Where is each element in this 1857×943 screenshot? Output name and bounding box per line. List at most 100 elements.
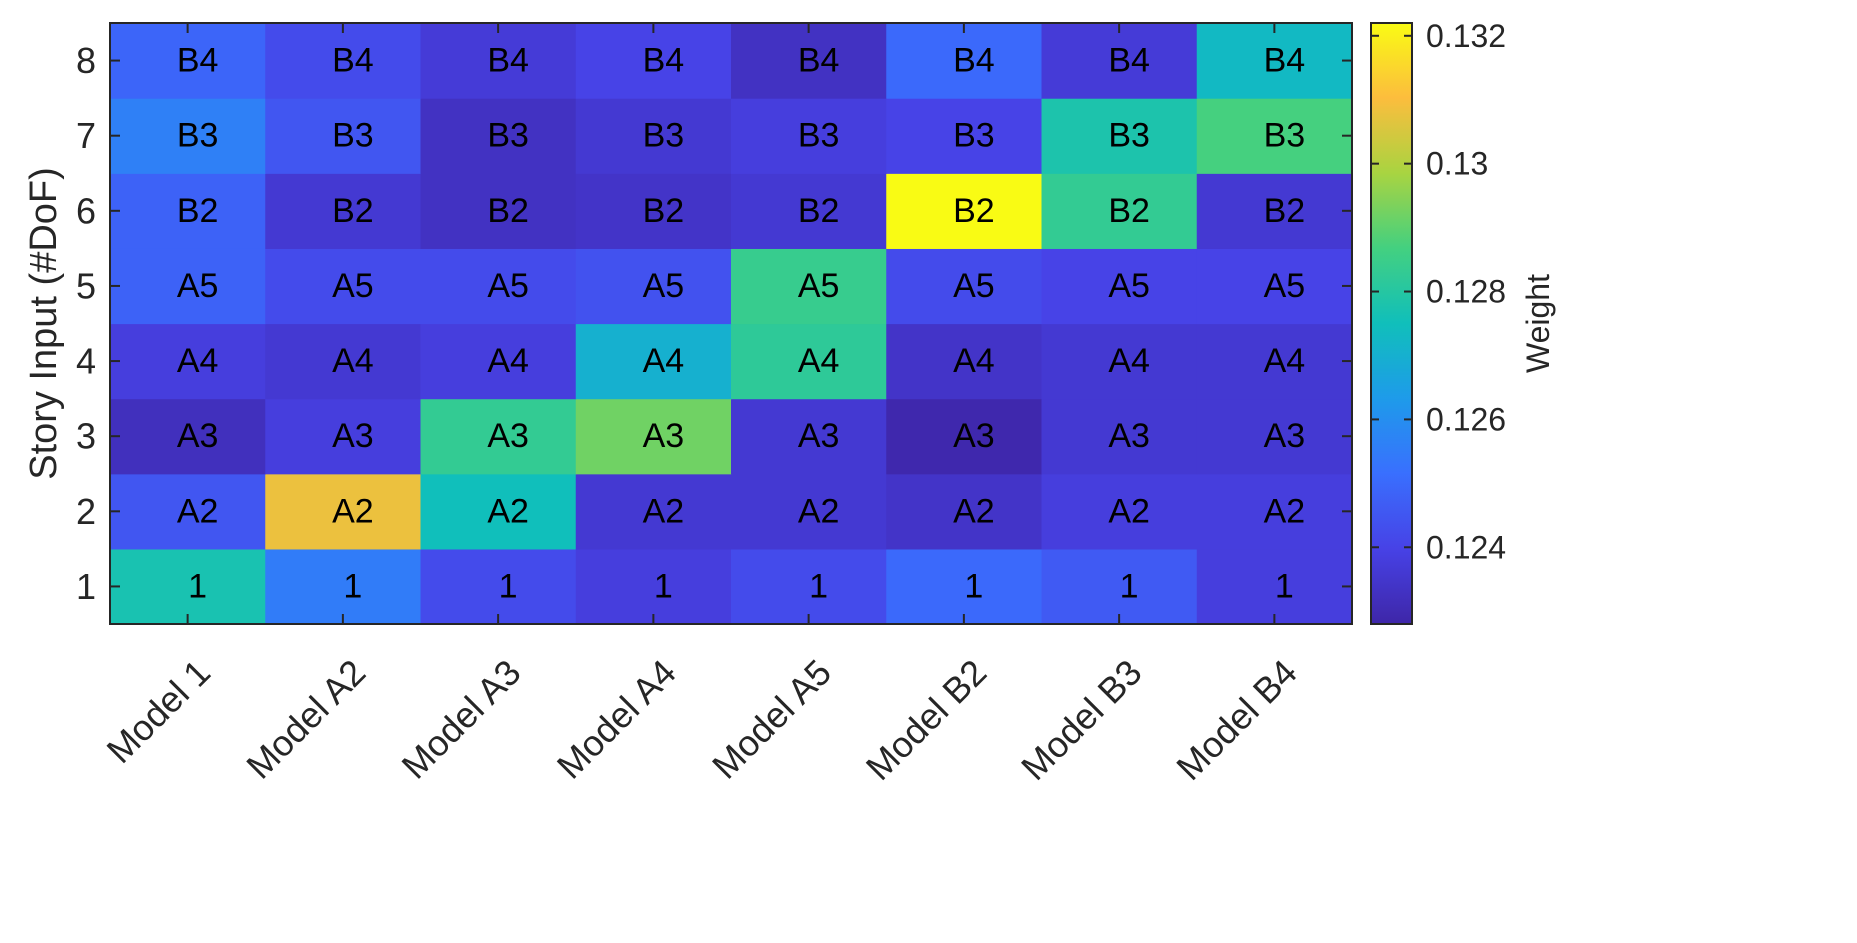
heatmap-cell xyxy=(1041,473,1198,550)
cell-value-label: A3 xyxy=(1108,417,1150,455)
cell-value-label: 1 xyxy=(964,567,983,605)
heatmap-cell xyxy=(575,98,732,174)
heatmap-cell xyxy=(1196,548,1353,625)
colorbar-tick-label: 0.124 xyxy=(1426,529,1506,565)
cell-value-label: A2 xyxy=(798,492,840,530)
cell-value-label: A4 xyxy=(1108,342,1150,380)
colorbar-label: Weight xyxy=(1520,274,1556,373)
heatmap-cell xyxy=(886,173,1043,249)
cell-value-label: A5 xyxy=(177,267,219,305)
heatmap-cell xyxy=(886,548,1043,625)
cell-value-label: B3 xyxy=(487,117,529,155)
heatmap-cell xyxy=(420,173,577,249)
heatmap-cell xyxy=(265,398,422,475)
heatmap-cell xyxy=(1196,398,1353,475)
cell-value-label: 1 xyxy=(1275,567,1294,605)
cell-value-label: A3 xyxy=(487,417,529,455)
heatmap-cell xyxy=(1041,323,1198,400)
cell-value-label: A3 xyxy=(1264,417,1306,455)
cell-value-label: B3 xyxy=(177,117,219,155)
cell-value-label: B2 xyxy=(643,192,685,230)
heatmap-cell xyxy=(110,323,266,400)
heatmap-cell xyxy=(886,23,1043,99)
y-tick-label: 5 xyxy=(76,265,96,306)
cell-value-label: A3 xyxy=(953,417,995,455)
cell-value-label: A4 xyxy=(487,342,529,380)
heatmap-cell xyxy=(1196,323,1353,400)
heatmap-cell xyxy=(420,548,577,625)
heatmap-cell xyxy=(420,398,577,475)
heatmap-cell xyxy=(731,248,887,325)
cell-value-label: A3 xyxy=(332,417,374,455)
cell-value-label: A2 xyxy=(332,492,374,530)
colorbar-tick-label: 0.132 xyxy=(1426,18,1506,54)
heatmap-cell xyxy=(575,248,732,325)
cell-value-label: B3 xyxy=(1264,117,1306,155)
heatmap-cell xyxy=(110,473,266,550)
cell-value-label: B3 xyxy=(798,117,840,155)
heatmap-cell xyxy=(575,323,732,400)
colorbar-gradient xyxy=(1370,22,1413,625)
cell-value-label: A4 xyxy=(177,342,219,380)
heatmap-cell xyxy=(575,173,732,249)
heatmap-cell xyxy=(886,473,1043,550)
heatmap-cell xyxy=(420,473,577,550)
cell-value-label: A2 xyxy=(1264,492,1306,530)
heatmap-cell xyxy=(731,98,887,174)
heatmap-cell xyxy=(110,548,266,625)
y-tick-label: 7 xyxy=(76,115,96,156)
cell-value-label: A5 xyxy=(487,267,529,305)
cell-value-label: A4 xyxy=(332,342,374,380)
heatmap-cell-labels: 1 1 1 1 1 1 1 1 A2 A2 A2 A2 A2 A2 A2 A2 A3 A3 A3 A3 A3 A3 A3 A3… xyxy=(177,42,1305,606)
cell-value-label: A5 xyxy=(798,267,840,305)
cell-value-label: A3 xyxy=(643,417,685,455)
heatmap-cell xyxy=(420,248,577,325)
colorbar: 0.124 0.126 0.128 0.13 0.132 xyxy=(1370,18,1506,625)
y-tick-label: 2 xyxy=(76,491,96,532)
cell-value-label: A5 xyxy=(953,267,995,305)
cell-value-label: A5 xyxy=(1264,267,1306,305)
cell-value-label: A3 xyxy=(177,417,219,455)
y-tick-label: 8 xyxy=(76,40,96,81)
heatmap-cell xyxy=(731,323,887,400)
cell-value-label: B4 xyxy=(332,42,374,80)
heatmap-cell xyxy=(1041,548,1198,625)
heatmap-cell xyxy=(420,98,577,174)
cell-value-label: B4 xyxy=(487,42,529,80)
heatmap-cell xyxy=(575,398,732,475)
heatmap-cell xyxy=(420,23,577,99)
cell-value-label: A2 xyxy=(953,492,995,530)
heatmap-cell xyxy=(886,398,1043,475)
cell-value-label: 1 xyxy=(188,567,207,605)
cell-value-label: B2 xyxy=(332,192,374,230)
heatmap-cell xyxy=(886,248,1043,325)
cell-value-label: B4 xyxy=(953,42,995,80)
cell-value-label: A5 xyxy=(1108,267,1150,305)
heatmap-cell xyxy=(265,473,422,550)
heatmap-cell xyxy=(265,323,422,400)
cell-value-label: A4 xyxy=(643,342,685,380)
cell-value-label: A5 xyxy=(643,267,685,305)
heatmap-cell xyxy=(575,473,732,550)
cell-value-label: B3 xyxy=(1108,117,1150,155)
heatmap-cell xyxy=(1041,173,1198,249)
heatmap-cell xyxy=(265,98,422,174)
cell-value-label: B3 xyxy=(332,117,374,155)
heatmap-cells xyxy=(110,23,1353,625)
cell-value-label: B2 xyxy=(487,192,529,230)
heatmap-cell xyxy=(1196,23,1353,99)
cell-value-label: B3 xyxy=(643,117,685,155)
heatmap-cell xyxy=(1196,173,1353,249)
heatmap-cell xyxy=(110,23,266,99)
heatmap-cell xyxy=(1196,98,1353,174)
y-axis-ticks: 1 2 3 4 5 6 7 8 xyxy=(76,40,1352,607)
cell-value-label: 1 xyxy=(499,567,518,605)
cell-value-label: 1 xyxy=(654,567,673,605)
cell-value-label: B3 xyxy=(953,117,995,155)
cell-value-label: B4 xyxy=(177,42,219,80)
cell-value-label: 1 xyxy=(1120,567,1139,605)
heatmap-cell xyxy=(110,248,266,325)
heatmap-cell xyxy=(575,23,732,99)
y-tick-label: 6 xyxy=(76,190,96,231)
